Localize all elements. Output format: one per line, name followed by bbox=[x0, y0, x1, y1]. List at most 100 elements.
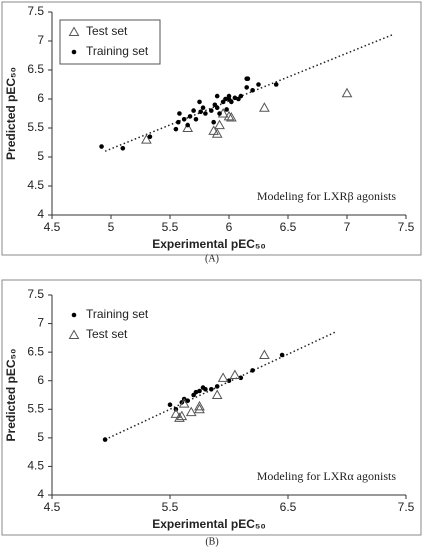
point bbox=[209, 108, 214, 113]
point bbox=[226, 112, 237, 122]
x-tick-label: 4.5 bbox=[44, 500, 61, 514]
y-tick-label: 5 bbox=[37, 430, 44, 444]
legend-label: Training set bbox=[86, 44, 149, 58]
point bbox=[226, 93, 232, 99]
point bbox=[197, 388, 202, 394]
point bbox=[229, 369, 241, 379]
y-tick-label: 7 bbox=[37, 316, 44, 330]
x-tick-label: 6.5 bbox=[280, 220, 297, 234]
y-tick-label: 6 bbox=[37, 91, 44, 105]
point bbox=[273, 82, 279, 87]
x-tick-label: 7.5 bbox=[398, 500, 415, 514]
annotation: Modeling for LXRα agonists bbox=[257, 469, 397, 483]
x-axis-label: Experimental pEC₅₀ bbox=[152, 237, 266, 251]
y-axis-label: Predicted pEC₅₀ bbox=[4, 349, 18, 442]
point bbox=[250, 88, 255, 93]
y-tick-label: 7.5 bbox=[27, 287, 44, 301]
point bbox=[238, 93, 244, 99]
point bbox=[238, 375, 244, 381]
annotation: Modeling for LXRβ agonists bbox=[257, 189, 396, 203]
point bbox=[214, 119, 225, 130]
point bbox=[193, 117, 199, 122]
point bbox=[170, 408, 182, 418]
point bbox=[200, 105, 206, 110]
y-tick-label: 4.5 bbox=[27, 459, 44, 473]
point bbox=[217, 111, 222, 116]
point bbox=[193, 389, 199, 395]
point bbox=[214, 105, 220, 110]
point bbox=[185, 406, 197, 417]
point bbox=[102, 437, 108, 442]
point bbox=[214, 384, 220, 389]
x-tick-label: 6.5 bbox=[280, 500, 297, 514]
y-tick-label: 7.5 bbox=[27, 4, 44, 18]
point bbox=[182, 122, 194, 132]
point bbox=[256, 82, 261, 87]
caption: (B) bbox=[205, 536, 218, 547]
point bbox=[185, 122, 190, 128]
point bbox=[198, 109, 203, 115]
point bbox=[194, 403, 205, 414]
x-tick-label: 6 bbox=[226, 220, 233, 234]
point bbox=[173, 126, 179, 132]
y-tick-label: 6.5 bbox=[27, 62, 44, 76]
point bbox=[194, 400, 205, 411]
point bbox=[214, 93, 220, 99]
y-tick-label: 5.5 bbox=[27, 401, 44, 415]
point bbox=[99, 144, 104, 149]
point bbox=[229, 99, 234, 105]
x-tick-label: 7.5 bbox=[398, 220, 415, 234]
legend-frame bbox=[59, 19, 161, 65]
legend-marker bbox=[71, 49, 77, 55]
point bbox=[250, 368, 255, 373]
point bbox=[175, 119, 181, 125]
legend-label: Training set bbox=[86, 307, 149, 321]
y-tick-label: 4 bbox=[37, 207, 44, 221]
point bbox=[177, 111, 182, 116]
point bbox=[178, 398, 190, 408]
y-tick-label: 4.5 bbox=[27, 178, 44, 192]
point bbox=[211, 128, 223, 138]
point bbox=[120, 146, 126, 151]
point bbox=[185, 398, 190, 404]
point bbox=[181, 117, 187, 122]
legend-marker bbox=[71, 312, 77, 318]
point bbox=[224, 107, 229, 112]
point bbox=[244, 85, 249, 90]
trend-line bbox=[104, 331, 336, 441]
point bbox=[211, 389, 223, 399]
point bbox=[259, 102, 270, 112]
point bbox=[141, 134, 152, 144]
point bbox=[203, 386, 208, 392]
point bbox=[176, 410, 188, 421]
legend-marker bbox=[68, 329, 80, 339]
y-tick-label: 5 bbox=[37, 149, 44, 163]
panel-frame bbox=[1, 1, 422, 256]
point bbox=[245, 76, 251, 81]
point bbox=[208, 125, 220, 135]
point bbox=[223, 96, 228, 102]
legend-label: Test set bbox=[86, 327, 128, 341]
y-tick-label: 6.5 bbox=[27, 344, 44, 358]
point bbox=[279, 352, 285, 358]
point bbox=[223, 110, 235, 121]
point bbox=[197, 99, 202, 105]
x-tick-label: 5.5 bbox=[162, 500, 179, 514]
legend-label: Test set bbox=[86, 24, 128, 38]
y-axis-label: Predicted pEC₅₀ bbox=[4, 67, 18, 160]
point bbox=[174, 412, 185, 422]
point bbox=[259, 349, 270, 359]
point bbox=[191, 108, 196, 113]
point bbox=[232, 95, 238, 101]
point bbox=[209, 386, 214, 392]
x-tick-label: 5.5 bbox=[162, 220, 179, 234]
point bbox=[147, 134, 153, 139]
x-tick-label: 7 bbox=[344, 220, 351, 234]
y-tick-label: 4 bbox=[37, 487, 44, 501]
point bbox=[187, 114, 193, 119]
point bbox=[167, 402, 173, 408]
y-tick-label: 7 bbox=[37, 33, 44, 47]
point bbox=[217, 372, 229, 382]
panel-frame bbox=[1, 279, 422, 536]
